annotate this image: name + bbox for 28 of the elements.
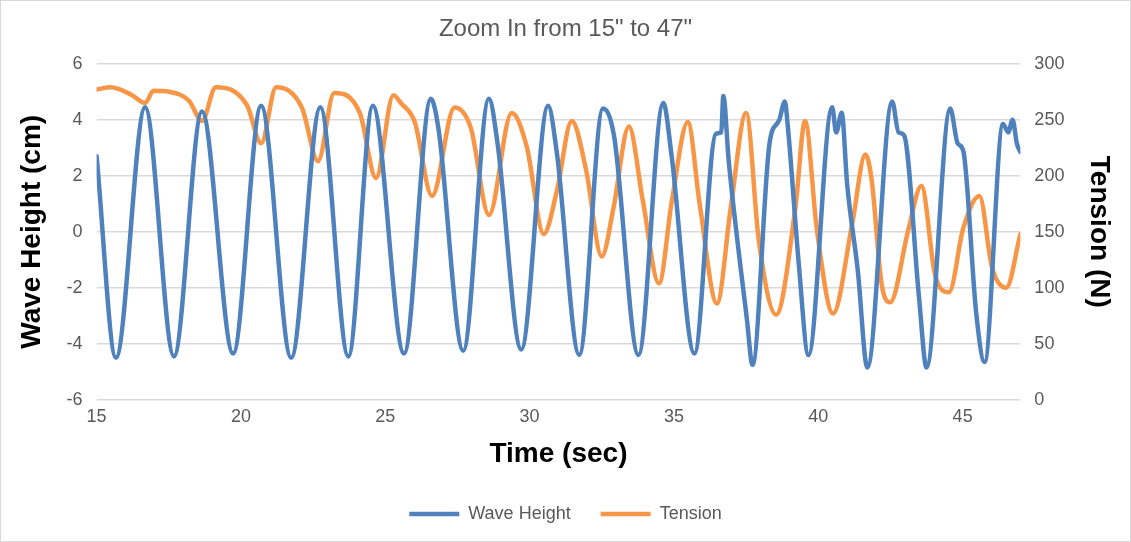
legend-label: Wave Height [468,502,571,523]
x-axis-title: Time (sec) [489,436,628,468]
x-tick-label: 15 [86,405,107,426]
y-tick-label: -6 [66,388,83,409]
y2-tick-label: 100 [1034,276,1065,297]
y2-tick-label: 0 [1034,388,1045,409]
y-tick-label: -2 [66,276,83,297]
y-tick-label: 6 [72,52,83,73]
x-tick-label: 25 [375,405,396,426]
line-series [96,93,1021,370]
y2-axis-title: Tension (N) [1085,155,1117,308]
y2-tick-label: 300 [1034,52,1065,73]
y-tick-label: 4 [72,108,83,129]
y2-tick-label: 150 [1034,220,1065,241]
x-tick-label: 30 [519,405,540,426]
y-axis-title: Wave Height (cm) [14,114,46,349]
y2-tick-label: 250 [1034,108,1065,129]
y-tick-label: -4 [66,332,83,353]
y2-tick-label: 50 [1034,332,1055,353]
x-tick-label: 20 [230,405,251,426]
x-tick-label: 40 [808,405,829,426]
chart-title: Zoom In from 15" to 47" [438,14,693,42]
y-tick-label: 0 [72,220,83,241]
y-tick-label: 2 [72,164,83,185]
x-tick-label: 35 [663,405,684,426]
x-tick-label: 45 [952,405,973,426]
y2-tick-label: 200 [1034,164,1065,185]
legend-label: Tension [659,502,722,523]
